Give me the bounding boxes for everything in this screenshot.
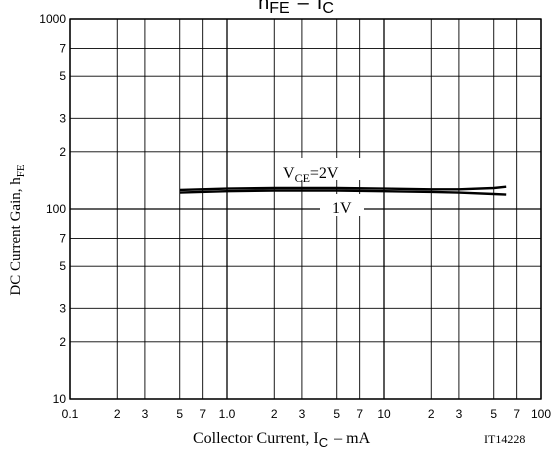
x-tick-label: 2	[271, 407, 278, 421]
annotation-vce-2v: VCE=2V	[283, 165, 339, 185]
figure-code: IT14228	[484, 432, 525, 446]
y-tick-label: 3	[59, 301, 66, 315]
series-group	[179, 185, 507, 196]
y-tick-label: 10	[53, 392, 67, 406]
x-axis-label: Collector Current, IC – mA	[193, 430, 371, 450]
annotation-1v: 1V	[332, 200, 352, 217]
y-tick-label: 2	[59, 335, 66, 349]
series-line-vce-1v	[179, 189, 507, 196]
y-axis-label-sub: FE	[15, 164, 27, 177]
y-axis-label: DC Current Gain, hFE	[8, 164, 27, 295]
x-tick-label: 10	[377, 407, 391, 421]
title-sub2: C	[322, 0, 334, 17]
x-tick-label: 7	[199, 407, 206, 421]
x-tick-label: 1.0	[219, 407, 236, 421]
x-tick-label: 3	[142, 407, 149, 421]
x-tick-label: 5	[333, 407, 340, 421]
y-tick-label: 5	[59, 259, 66, 273]
y-axis-label-main: DC Current Gain, h	[8, 177, 24, 296]
annotation-2v-background	[278, 158, 362, 180]
y-tick-label: 7	[59, 231, 66, 245]
x-tick-label: 2	[114, 407, 121, 421]
y-tick-label: 2	[59, 145, 66, 159]
x-tick-label: 5	[176, 407, 183, 421]
title-main: h	[258, 0, 269, 14]
annotation-vce-sub: CE	[295, 171, 310, 185]
x-tick-label: 100	[531, 407, 551, 421]
x-tick-label: 0.1	[62, 407, 79, 421]
chart-title: hFE – IC	[258, 0, 334, 17]
y-tick-label: 3	[59, 111, 66, 125]
title-main2: I	[317, 0, 323, 14]
x-tick-label: 7	[356, 407, 363, 421]
title-sub1: FE	[269, 0, 289, 17]
y-tick-label: 1000	[39, 12, 66, 26]
grid	[69, 18, 542, 400]
plot-frame	[69, 18, 542, 400]
x-axis-label-tail: – mA	[333, 430, 370, 447]
y-tick-label: 100	[46, 202, 66, 216]
x-tick-label: 5	[490, 407, 497, 421]
title-dash: –	[298, 0, 310, 14]
tick-labels: 0.1 2 3 5 7 1.0 2 3 5 7 10 2 3 5 7 100 10 2 3 5 7 100 2 3 5 7 1000	[39, 12, 551, 421]
x-axis-label-main: Collector Current, I	[193, 430, 319, 447]
x-tick-label: 3	[299, 407, 306, 421]
x-tick-label: 3	[456, 407, 463, 421]
annotation-1v-background	[320, 194, 364, 216]
y-tick-label: 7	[59, 41, 66, 55]
y-tick-label: 5	[59, 69, 66, 83]
x-tick-label: 7	[513, 407, 520, 421]
series-line-vce-2v	[179, 185, 507, 192]
x-axis-label-sub: C	[319, 435, 328, 450]
x-tick-label: 2	[428, 407, 435, 421]
annotation-vce-main: V	[283, 165, 295, 182]
annotation-vce-tail: =2V	[310, 165, 339, 182]
